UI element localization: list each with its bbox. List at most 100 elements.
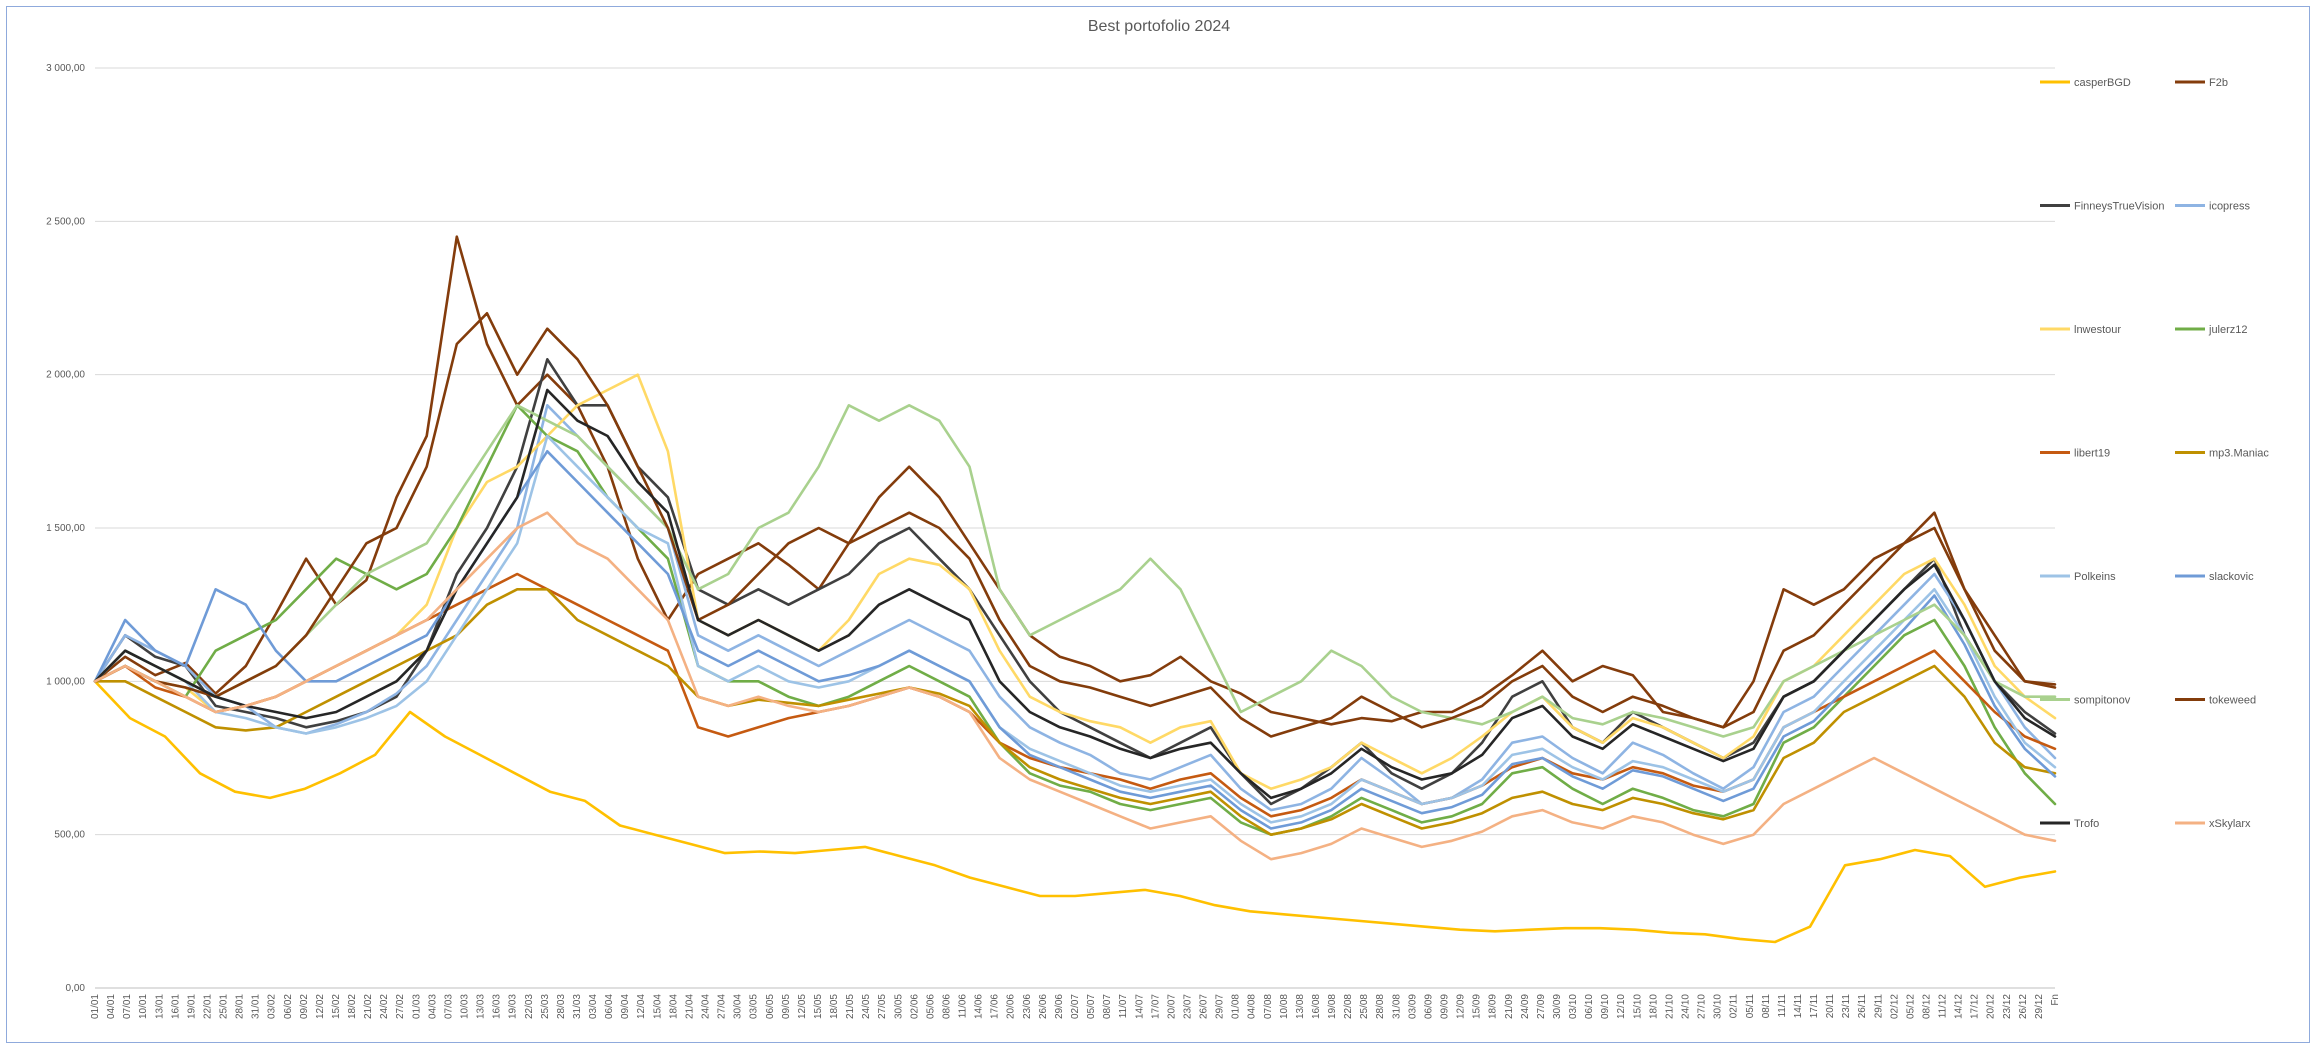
y-tick-label: 1 500,00: [46, 523, 85, 534]
x-tick-label: 29/07: [1215, 994, 1226, 1019]
x-tick-label: 01/08: [1231, 994, 1242, 1019]
x-tick-label: 19/01: [186, 994, 197, 1019]
x-tick-label: 04/03: [427, 994, 438, 1019]
x-tick-label: 21/10: [1664, 994, 1675, 1019]
legend-label: casperBGD: [2074, 77, 2131, 89]
legend-label: slackovic: [2209, 571, 2254, 583]
x-tick-label: 01/01: [90, 994, 101, 1019]
x-tick-label: 18/05: [829, 994, 840, 1019]
x-tick-label: 09/05: [781, 994, 792, 1019]
x-tick-label: 05/07: [1086, 994, 1097, 1019]
x-tick-label: 02/07: [1070, 994, 1081, 1019]
x-tick-label: 03/05: [749, 994, 760, 1019]
series-line-icopress: [93, 403, 2057, 812]
x-tick-label: 23/06: [1022, 994, 1033, 1019]
legend-item: casperBGD: [2040, 77, 2131, 89]
legend-item: slackovic: [2175, 571, 2254, 583]
x-tick-label: 24/05: [861, 994, 872, 1019]
legend-item: Polkeins: [2040, 571, 2116, 583]
x-tick-label: 06/09: [1423, 994, 1434, 1019]
x-tick-label: 15/04: [652, 994, 663, 1019]
x-tick-label: 18/02: [347, 994, 358, 1019]
x-tick-label: 26/06: [1038, 994, 1049, 1019]
x-tick-label: 09/10: [1600, 994, 1611, 1019]
x-tick-label: 17/11: [1809, 994, 1820, 1019]
legend-label: Trofo: [2074, 818, 2099, 830]
x-tick-label: 13/08: [1295, 994, 1306, 1019]
x-tick-label: 11/12: [1938, 994, 1949, 1019]
x-tick-label: 21/04: [684, 994, 695, 1019]
x-tick-label: Fn: [2050, 994, 2061, 1006]
gridlines: [95, 67, 2055, 989]
series-line-polkeins: [93, 434, 2057, 824]
legend-label: lnwestour: [2074, 324, 2121, 336]
x-tick-label: 15/09: [1472, 994, 1483, 1019]
x-tick-label: 03/10: [1568, 994, 1579, 1019]
legend-label: Polkeins: [2074, 571, 2116, 583]
legend: casperBGD F2b FinneysTrueVision icopress lnw…: [2040, 77, 2269, 830]
x-tick-label: 19/08: [1327, 994, 1338, 1019]
x-tick-label: 06/10: [1584, 994, 1595, 1019]
x-tick-label: 16/01: [170, 994, 181, 1019]
legend-item: F2b: [2175, 77, 2228, 89]
x-tick-label: 05/06: [925, 994, 936, 1019]
x-tick-label: 14/12: [1954, 994, 1965, 1019]
x-tick-label: 31/08: [1391, 994, 1402, 1019]
x-tick-label: 07/01: [122, 994, 133, 1019]
x-tick-label: 15/05: [813, 994, 824, 1019]
x-tick-label: 06/04: [604, 994, 615, 1019]
x-tick-label: 20/11: [1825, 994, 1836, 1019]
x-tick-label: 08/07: [1102, 994, 1113, 1019]
x-tick-label: 10/01: [138, 994, 149, 1019]
x-tick-label: 17/07: [1150, 994, 1161, 1019]
legend-label: xSkylarx: [2209, 818, 2251, 830]
x-tick-label: 06/05: [765, 994, 776, 1019]
x-tick-label: 19/03: [508, 994, 519, 1019]
series-line-lnwestour: [93, 373, 2057, 791]
x-tick-label: 30/05: [893, 994, 904, 1019]
series-line-tokeweed: [93, 311, 2057, 738]
series-line-slackovic: [93, 449, 2057, 830]
x-tick-label: 31/03: [572, 994, 583, 1019]
x-tick-label: 13/01: [154, 994, 165, 1019]
legend-item: icopress: [2175, 201, 2250, 213]
x-tick-label: 04/08: [1247, 994, 1258, 1019]
legend-label: icopress: [2209, 201, 2250, 213]
x-tick-label: 29/12: [2034, 994, 2045, 1019]
x-tick-label: 30/10: [1713, 994, 1724, 1019]
legend-label: sompitonov: [2074, 695, 2131, 707]
x-tick-label: 27/09: [1536, 994, 1547, 1019]
x-tick-label: 17/12: [1970, 994, 1981, 1019]
y-tick-label: 1 000,00: [46, 676, 85, 687]
x-tick-label: 23/07: [1182, 994, 1193, 1019]
x-tick-label: 14/11: [1793, 994, 1804, 1019]
x-tick-label: 14/06: [974, 994, 985, 1019]
x-tick-label: 09/09: [1440, 994, 1451, 1019]
x-tick-label: 31/01: [251, 994, 262, 1019]
x-tick-label: 27/02: [395, 994, 406, 1019]
x-tick-label: 21/05: [845, 994, 856, 1019]
x-tick-label: 22/08: [1343, 994, 1354, 1019]
series-line-trofo: [93, 388, 2057, 800]
chart-title: Best portofolio 2024: [1087, 18, 1231, 35]
legend-label: tokeweed: [2209, 695, 2256, 707]
x-tick-label: 09/04: [620, 994, 631, 1019]
x-tick-label: 13/03: [476, 994, 487, 1019]
legend-item: Trofo: [2040, 818, 2099, 830]
legend-item: sompitonov: [2040, 695, 2131, 707]
x-tick-label: 24/04: [700, 994, 711, 1019]
x-tick-label: 12/05: [797, 994, 808, 1019]
legend-item: mp3.Maniac: [2175, 448, 2269, 460]
x-tick-label: 18/10: [1648, 994, 1659, 1019]
x-tick-label: 05/11: [1745, 994, 1756, 1019]
x-tick-label: 25/08: [1359, 994, 1370, 1019]
x-tick-label: 20/12: [1986, 994, 1997, 1019]
x-tick-label: 05/12: [1905, 994, 1916, 1019]
x-tick-label: 20/06: [1006, 994, 1017, 1019]
x-axis: 01/01 04/01 07/01 10/01 13/01 16/01 19/01 22/01…: [90, 987, 2061, 1019]
y-tick-label: 0,00: [66, 983, 86, 994]
y-tick-label: 3 000,00: [46, 63, 85, 74]
series-line-mp3-maniac: [93, 587, 2057, 837]
x-tick-label: 20/07: [1166, 994, 1177, 1019]
